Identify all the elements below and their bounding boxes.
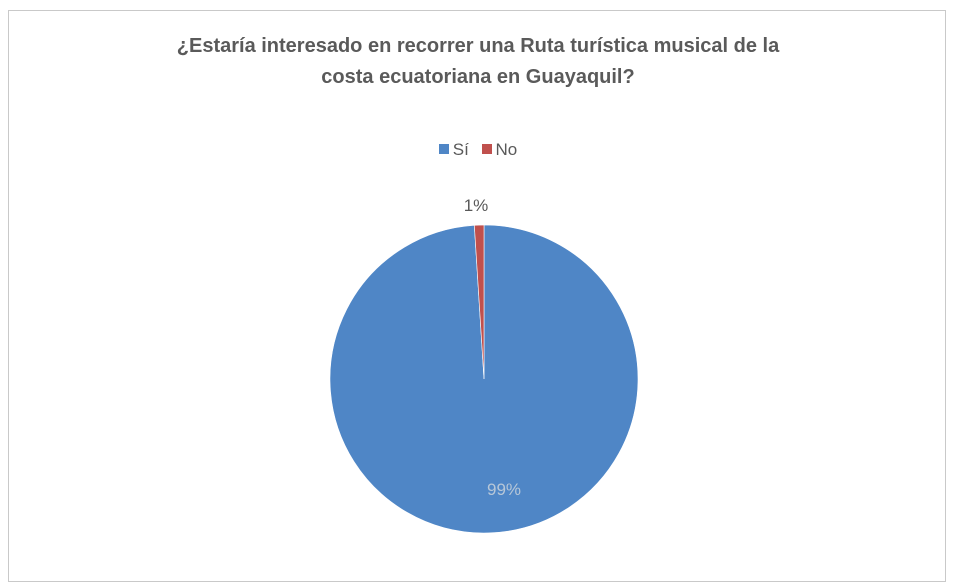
chart-legend: Sí No — [9, 139, 947, 160]
legend-label-si: Sí — [452, 139, 469, 159]
chart-title-line-1: ¿Estaría interesado en recorrer una Ruta… — [176, 35, 780, 57]
chart-title: ¿Estaría interesado en recorrer una Ruta… — [49, 31, 907, 93]
legend-label-no: No — [495, 139, 518, 159]
legend-item-no: No — [481, 139, 518, 160]
legend-item-si: Sí — [438, 139, 469, 160]
pie-chart: 99% 1% — [329, 196, 639, 534]
legend-swatch-no — [481, 143, 492, 154]
data-label-si: 99% — [487, 480, 521, 499]
chart-title-line-2: costa ecuatoriana en Guayaquil? — [321, 66, 635, 88]
chart-frame: ¿Estaría interesado en recorrer una Ruta… — [8, 10, 946, 582]
pie-slice-no — [474, 224, 485, 380]
data-label-no: 1% — [464, 196, 489, 215]
legend-swatch-si — [438, 143, 449, 154]
